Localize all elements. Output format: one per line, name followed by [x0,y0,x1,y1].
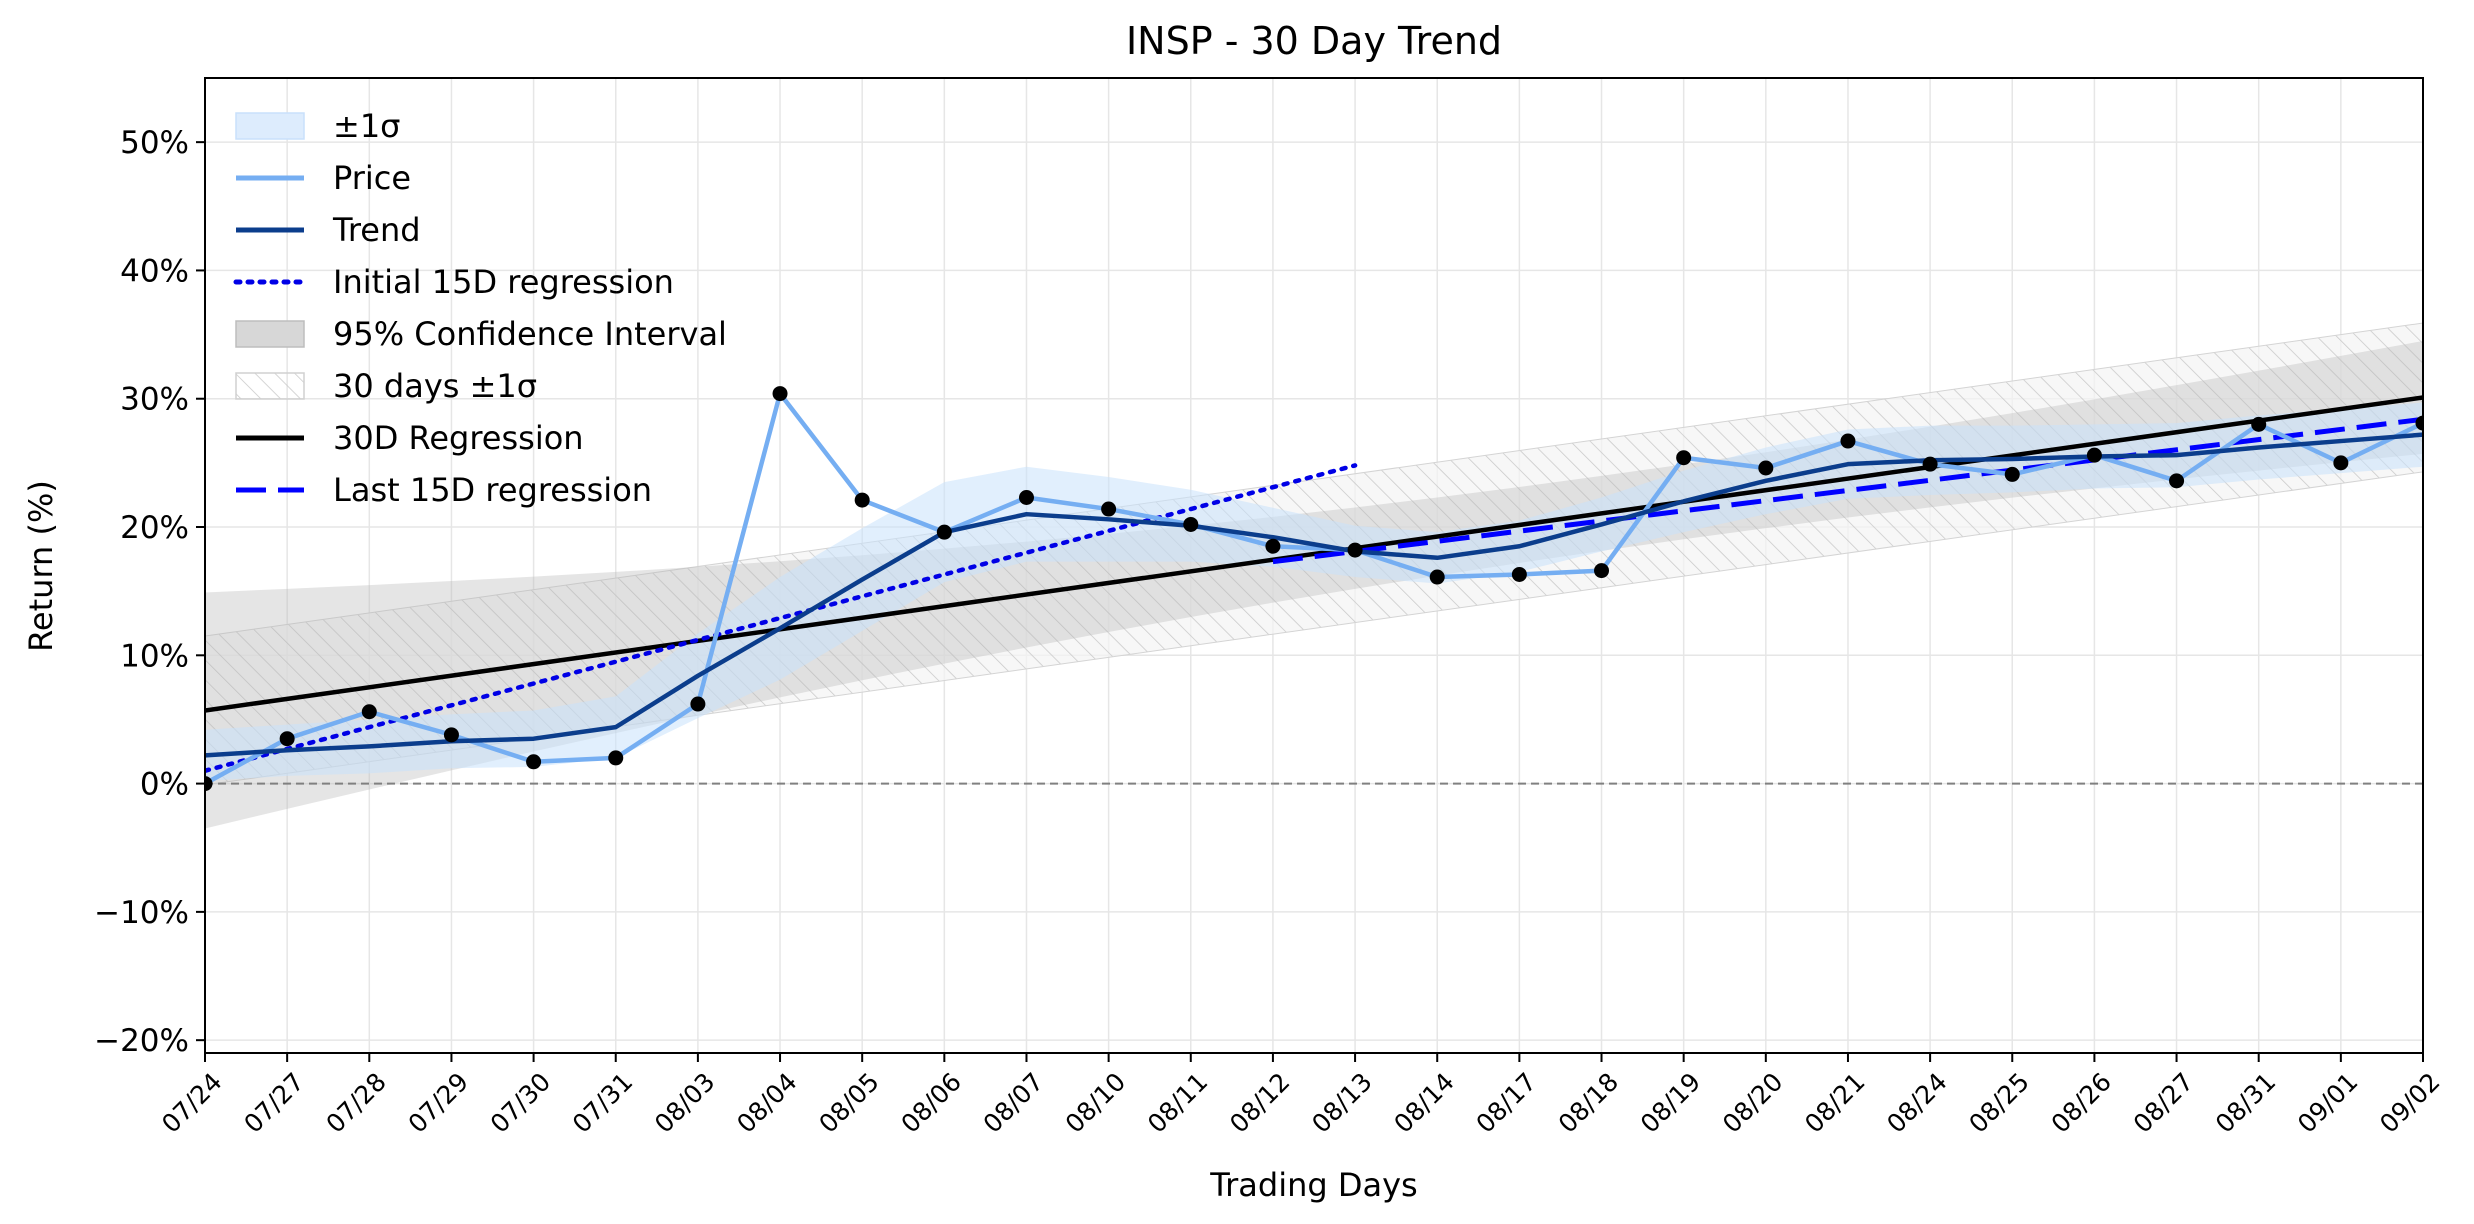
y-tick-label: 20% [120,510,189,546]
y-tick-label: 40% [120,253,189,289]
price-point [1594,563,1610,579]
legend-label: 30 days ±1σ [333,367,537,405]
y-tick-label: 10% [120,638,189,674]
price-point [1101,501,1117,517]
legend-label: 30D Regression [333,419,584,457]
legend-swatch [235,372,305,400]
price-point [2004,466,2020,482]
legend-swatch [235,112,305,140]
legend-label: Last 15D regression [333,471,652,509]
price-point [1676,450,1692,466]
price-point [1183,516,1199,532]
legend-label: Price [333,159,411,197]
price-point [608,750,624,766]
price-point [205,776,213,792]
price-point [1840,433,1856,449]
price-point [1265,538,1281,554]
y-tick-label: −20% [94,1023,189,1059]
series-last-15d-regression [1272,416,2423,565]
y-tick-label: 50% [120,125,189,161]
price-point [1429,569,1445,585]
band-sigma [205,402,2423,782]
price-point [2333,455,2349,471]
price-point [1922,456,1938,472]
y-axis-title: Return (%) [22,480,60,652]
series-30d-regression [205,395,2423,713]
chart-title: INSP - 30 Day Trend [1126,19,1502,63]
price-point [279,731,295,747]
series-trend [205,432,2423,758]
price-point [443,727,459,743]
price-point [690,696,706,712]
plot-frame [204,77,2424,1054]
y-tick-label: 30% [120,382,189,418]
legend-label: 95% Confidence Interval [333,315,727,353]
price-point [2415,415,2423,431]
price-point [526,754,542,770]
legend-label: Initial 15D regression [333,263,674,301]
y-tick-label: −10% [94,895,189,931]
price-point [1758,460,1774,476]
price-point [361,704,377,720]
price-point [1511,566,1527,582]
price-point [2086,447,2102,463]
y-tick-label: 0% [140,767,189,803]
series-price [205,391,2423,786]
price-point [772,386,788,402]
price-point [1347,542,1363,558]
price-point [2251,416,2267,432]
x-axis-title: Trading Days [1209,1166,1417,1204]
price-point [2169,473,2185,489]
legend-label: Trend [332,211,421,249]
price-point [936,524,952,540]
legend-label: ±1σ [333,107,400,145]
legend-swatch [235,320,305,348]
price-point [1018,490,1034,506]
legend: ±1σ Price Trend Initial 15D regression 95% C… [233,107,727,509]
price-point [854,492,870,508]
